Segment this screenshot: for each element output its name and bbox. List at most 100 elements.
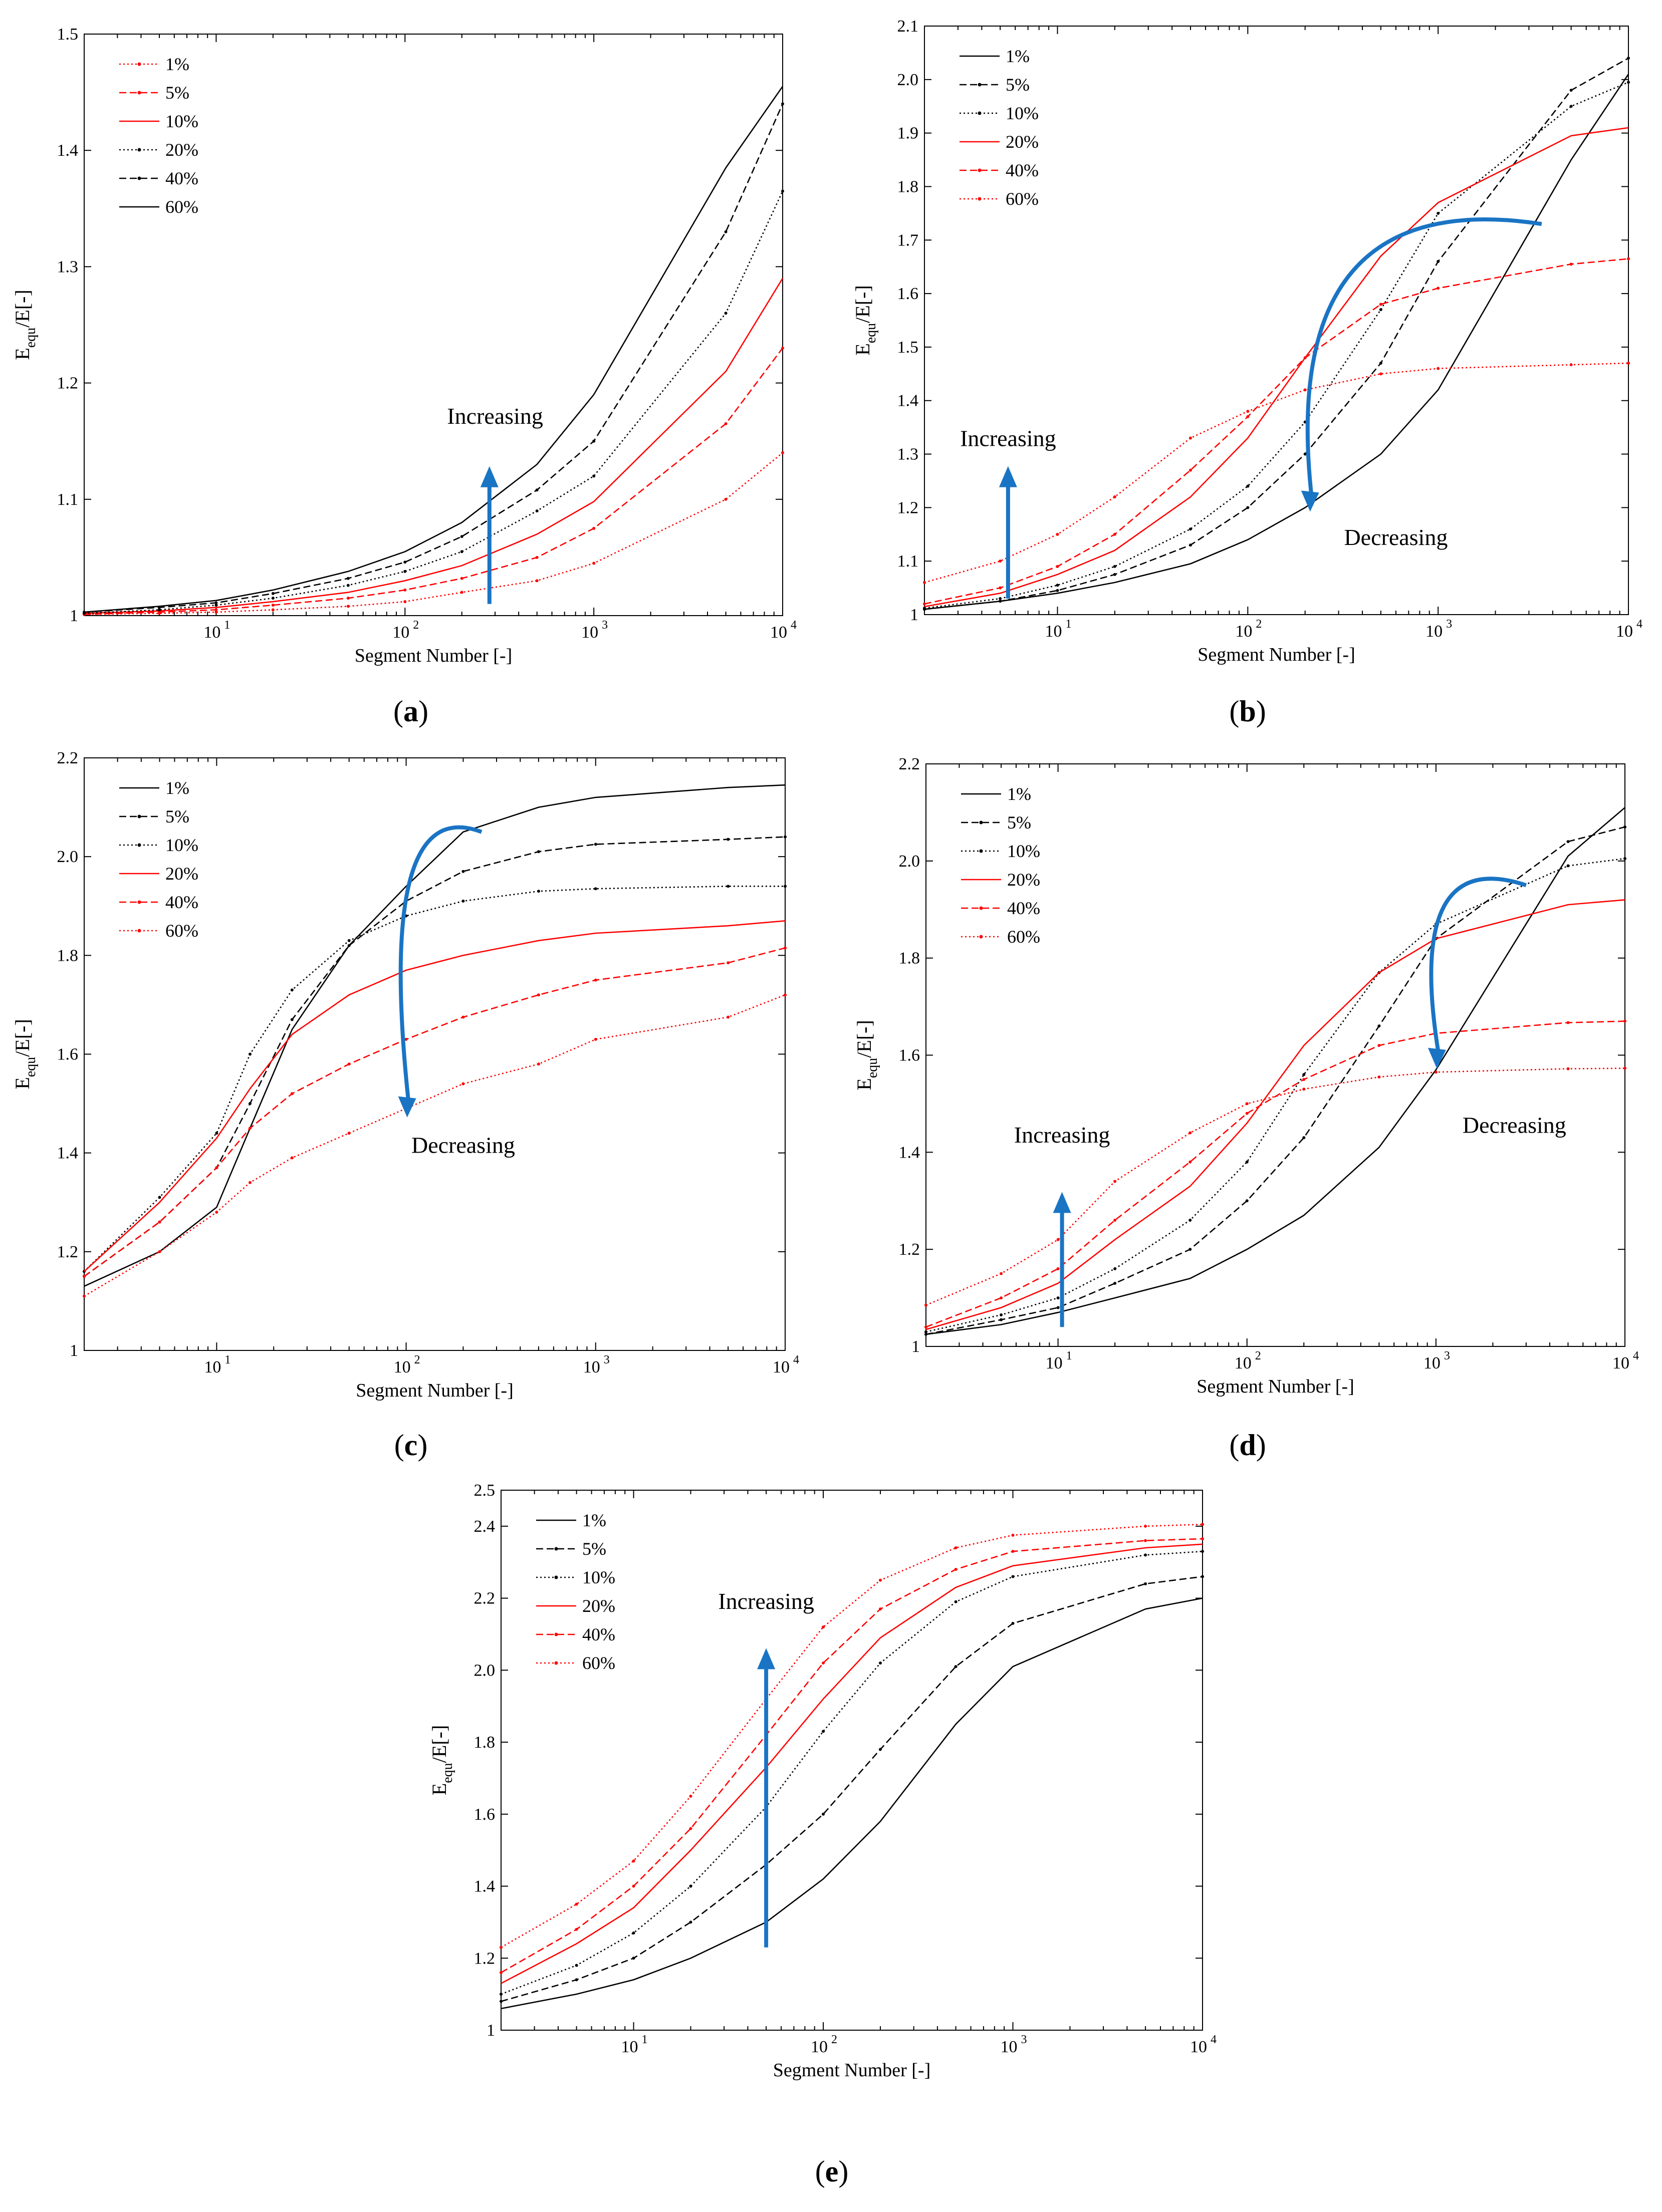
- y-axis-label-main: E: [853, 1078, 875, 1090]
- y-axis-label-sub: equ: [440, 1763, 455, 1783]
- caption-open-paren: (: [1229, 695, 1239, 728]
- data-point: [999, 600, 1002, 603]
- series-line-10pct: [84, 886, 785, 1272]
- x-tick-exponent: 3: [1446, 618, 1452, 631]
- y-axis-label: Eequ/E[-]: [11, 1019, 39, 1089]
- data-point: [1113, 1180, 1117, 1183]
- y-axis-label: Eequ/E[-]: [428, 1725, 455, 1795]
- data-point: [537, 890, 540, 893]
- data-point: [1623, 825, 1626, 828]
- y-tick-label: 2.4: [474, 1517, 496, 1536]
- data-point: [632, 1859, 635, 1863]
- legend-marker: [978, 197, 982, 201]
- legend-marker: [137, 91, 141, 95]
- data-point: [214, 601, 218, 605]
- plot-frame: [84, 34, 783, 616]
- data-point: [1437, 367, 1440, 370]
- y-axis-label-rest: /E[-]: [853, 1020, 875, 1058]
- legend-marker: [978, 83, 982, 87]
- series-line-5pct: [84, 348, 784, 615]
- x-tick-label: 10: [773, 1358, 790, 1376]
- x-tick-exponent: 2: [413, 619, 419, 632]
- data-point: [83, 1294, 86, 1298]
- data-point: [1245, 1199, 1249, 1203]
- chart-panel-e: 11.21.41.61.82.02.22.42.510 1 10 2 10 3 10 4Seg…: [428, 1481, 1217, 2188]
- legend-label: 40%: [1007, 898, 1040, 918]
- series-line-60pct: [924, 362, 1629, 584]
- y-axis-label-main: E: [851, 343, 874, 355]
- chart-panel-a: 1 1.1 1.2 1.3 1.4 1.5 10 1 10 2 10 3 10 4 Segment Numb…: [11, 25, 797, 728]
- data-point: [158, 1196, 161, 1199]
- data-point: [924, 1330, 927, 1333]
- plot-frame: [501, 1490, 1203, 2031]
- data-point: [1377, 1044, 1381, 1047]
- y-tick-label: 1: [910, 606, 918, 624]
- y-tick-label: 1.2: [57, 374, 79, 393]
- annotation-label: Decreasing: [1344, 524, 1448, 550]
- y-tick-label: 1: [911, 1337, 920, 1356]
- data-point: [460, 550, 463, 554]
- data-point: [1569, 262, 1573, 266]
- data-point: [1379, 303, 1382, 306]
- panel-caption: (d): [1229, 1429, 1266, 1462]
- y-tick-label: 1.6: [474, 1805, 496, 1824]
- data-point: [878, 1607, 882, 1611]
- data-point: [1011, 1575, 1015, 1578]
- data-point: [1189, 1131, 1192, 1135]
- data-point: [500, 1946, 503, 1949]
- annotation-curved-arrow: [1429, 877, 1527, 1050]
- x-tick-label: 10: [392, 623, 409, 642]
- data-point: [1627, 57, 1630, 60]
- data-point: [592, 526, 596, 530]
- annotation-label: Increasing: [960, 426, 1056, 451]
- data-point: [1144, 1553, 1147, 1557]
- data-point: [1189, 468, 1192, 472]
- data-point: [1302, 1136, 1306, 1140]
- data-point: [1245, 1102, 1249, 1105]
- y-axis-label-sub: equ: [23, 328, 39, 348]
- y-tick-label: 1.4: [57, 141, 79, 160]
- data-point: [290, 988, 294, 992]
- data-point: [727, 838, 730, 841]
- data-point: [1623, 1066, 1626, 1070]
- caption-letter: d: [1239, 1429, 1256, 1462]
- data-point: [271, 597, 275, 600]
- legend-marker: [137, 814, 141, 818]
- annotation-arrow-head: [1428, 1047, 1446, 1069]
- data-point: [346, 577, 350, 580]
- legend-label: 20%: [165, 140, 198, 160]
- data-point: [1377, 1075, 1381, 1079]
- data-point: [822, 1812, 825, 1816]
- data-point: [1246, 484, 1250, 488]
- y-tick-label: 1.6: [899, 1046, 920, 1065]
- y-tick-label: 1.3: [57, 257, 79, 276]
- data-point: [290, 1156, 294, 1160]
- y-axis-label-main: E: [11, 1077, 34, 1089]
- x-tick-label: 10: [1046, 1354, 1063, 1372]
- legend-marker: [554, 1547, 558, 1551]
- data-point: [248, 1181, 252, 1184]
- caption-open-paren: (: [393, 695, 403, 728]
- data-point: [346, 584, 350, 587]
- annotation-label: Increasing: [1014, 1122, 1110, 1148]
- data-point: [784, 946, 787, 950]
- data-point: [214, 604, 218, 607]
- data-point: [689, 1827, 692, 1830]
- data-point: [924, 1325, 927, 1329]
- legend-label: 60%: [165, 921, 198, 941]
- x-tick-exponent: 2: [414, 1353, 420, 1366]
- data-point: [500, 2000, 503, 2003]
- data-point: [403, 561, 407, 564]
- series-line-20pct: [925, 899, 1625, 1330]
- series-line-40pct: [84, 947, 786, 1277]
- y-tick-label: 1.9: [897, 124, 919, 143]
- data-point: [158, 1220, 161, 1224]
- data-point: [923, 581, 926, 584]
- data-point: [954, 1568, 958, 1571]
- data-point: [781, 102, 784, 106]
- x-tick-exponent: 4: [1633, 1349, 1639, 1362]
- x-tick-label: 10: [583, 1358, 600, 1376]
- legend-label: 20%: [165, 864, 198, 884]
- data-point: [460, 591, 463, 594]
- y-axis-label-rest: /E[-]: [428, 1725, 450, 1763]
